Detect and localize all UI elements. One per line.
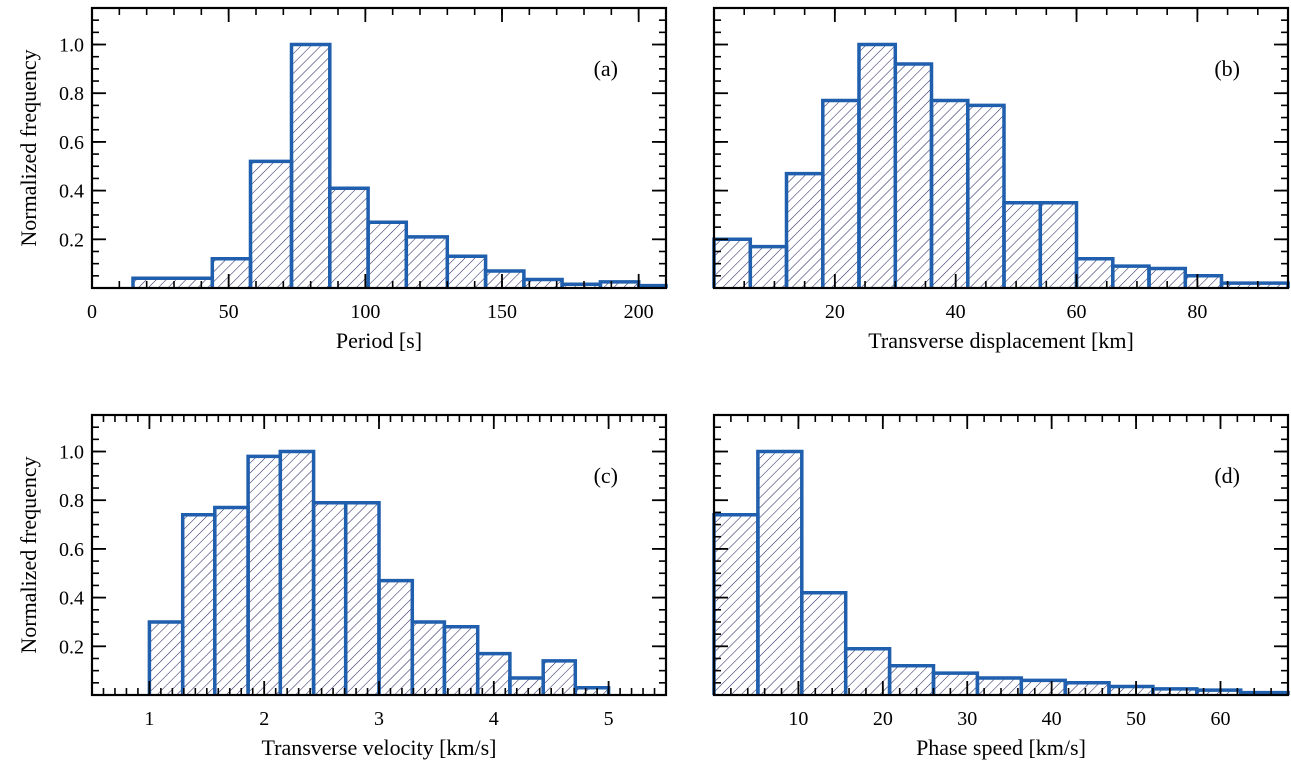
histogram-bar <box>756 449 804 695</box>
y-tick-label: 0.8 <box>59 490 84 512</box>
y-tick-label: 1.0 <box>59 442 84 464</box>
y-tick-label: 0.4 <box>59 181 84 203</box>
x-tick-label: 2 <box>259 708 269 730</box>
x-tick-label: 30 <box>957 708 977 730</box>
histogram-bar <box>289 42 332 288</box>
panel-tag: (c) <box>594 463 618 488</box>
histogram-fill <box>714 44 1288 288</box>
x-tick-label: 200 <box>624 301 654 323</box>
y-tick-label: 0.6 <box>59 539 84 561</box>
y-tick-label: 0.8 <box>59 83 84 105</box>
x-tick-label: 3 <box>374 708 384 730</box>
histogram-bar <box>1038 201 1079 288</box>
x-tick-label: 60 <box>1067 301 1087 323</box>
panel-c: 1 2 3 4 5 0.2 0.4 0.6 0.8 1.0 Transverse velocity … <box>16 413 668 760</box>
histogram-bar <box>800 590 848 695</box>
x-axis-label: Transverse displacement [km] <box>868 328 1134 353</box>
histogram-bar <box>541 659 578 695</box>
panel-tag: (a) <box>594 56 618 81</box>
panel-b: 20 40 60 80 Transverse displacement [km] (b) <box>712 6 1290 353</box>
panel-d: 10 20 30 40 50 60 Phase speed [km/s] (d) <box>712 413 1290 760</box>
x-axis-label: Period [s] <box>336 328 422 353</box>
x-tick-label: 50 <box>1126 708 1146 730</box>
histogram-bar <box>966 103 1006 288</box>
x-tick-label: 40 <box>1042 708 1062 730</box>
x-tick-label: 0 <box>87 301 97 323</box>
y-tick-label: 0.6 <box>59 132 84 154</box>
x-tick-label: 100 <box>350 301 380 323</box>
histogram-fill <box>714 451 1288 695</box>
x-tick-label: 4 <box>489 708 499 730</box>
plot-frame <box>712 6 1290 290</box>
histogram-fill <box>133 44 666 288</box>
x-tick-label: 10 <box>788 708 808 730</box>
plot-frame <box>90 6 668 290</box>
x-tick-label: 80 <box>1187 301 1207 323</box>
panel-tag: (b) <box>1214 56 1240 81</box>
y-tick-label: 0.2 <box>59 229 84 251</box>
y-tick-label: 0.2 <box>59 636 84 658</box>
panel-tag: (d) <box>1214 463 1240 488</box>
x-tick-label: 40 <box>946 301 966 323</box>
x-tick-label: 60 <box>1210 708 1230 730</box>
y-tick-label: 0.4 <box>59 588 84 610</box>
x-tick-label: 50 <box>219 301 239 323</box>
x-tick-label: 150 <box>487 301 517 323</box>
x-tick-label: 1 <box>144 708 154 730</box>
x-axis-label: Phase speed [km/s] <box>916 735 1086 760</box>
panel-a: 0 50 100 150 200 0.2 0.4 0.6 0.8 1.0 Period [s] Nor… <box>16 6 668 353</box>
x-tick-label: 20 <box>873 708 893 730</box>
y-axis-label: Normalized frequency <box>16 456 41 653</box>
y-tick-label: 1.0 <box>59 35 84 57</box>
x-tick-label: 20 <box>825 301 845 323</box>
y-axis-label: Normalized frequency <box>16 49 41 246</box>
x-axis-label: Transverse velocity [km/s] <box>261 735 496 760</box>
histogram-bar <box>475 651 512 695</box>
x-tick-label: 5 <box>604 708 614 730</box>
